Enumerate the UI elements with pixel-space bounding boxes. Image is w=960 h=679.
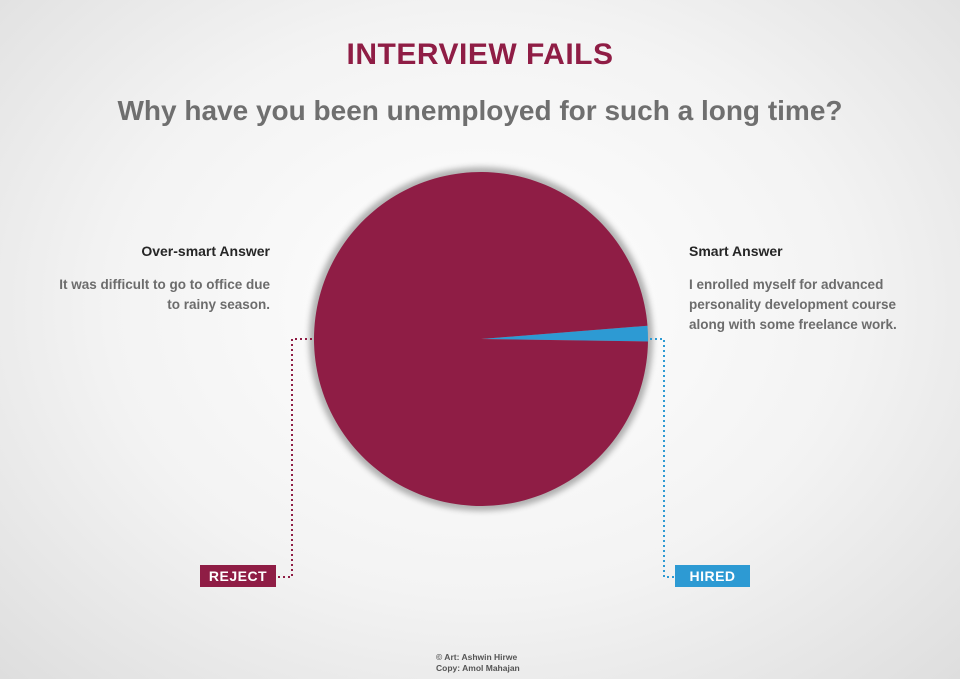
over-smart-answer-line: It was difficult to go to office due	[59, 277, 270, 292]
pie-slice-reject	[314, 172, 648, 507]
over-smart-answer-block: Over-smart Answer It was difficult to go…	[20, 243, 270, 315]
over-smart-answer-heading: Over-smart Answer	[141, 243, 270, 259]
chart-subtitle: Why have you been unemployed for such a …	[117, 95, 843, 126]
copy-credit: Copy: Amol Mahajan	[436, 663, 520, 673]
pie-slices	[314, 172, 648, 507]
pie-slice-hired	[481, 325, 648, 342]
smart-answer-line: I enrolled myself for advanced	[689, 277, 884, 292]
over-smart-answer-line: to rainy season.	[167, 297, 270, 312]
reject-connector-line	[276, 338, 312, 578]
hired-label: HIRED	[675, 565, 750, 587]
smart-answer-block: Smart Answer I enrolled myself for advan…	[689, 243, 939, 335]
chart-title: INTERVIEW FAILS	[346, 38, 614, 71]
smart-answer-line: personality development course	[689, 297, 897, 312]
smart-answer-text: I enrolled myself for advanced personali…	[689, 275, 939, 335]
art-credit: © Art: Ashwin Hirwe	[436, 652, 518, 662]
reject-label: REJECT	[200, 565, 276, 587]
credits: © Art: Ashwin Hirwe Copy: Amol Mahajan	[436, 652, 520, 674]
smart-answer-heading: Smart Answer	[689, 243, 783, 259]
over-smart-answer-text: It was difficult to go to office due to …	[20, 275, 270, 315]
smart-answer-line: along with some freelance work.	[689, 317, 897, 332]
hired-connector-line	[650, 338, 675, 578]
